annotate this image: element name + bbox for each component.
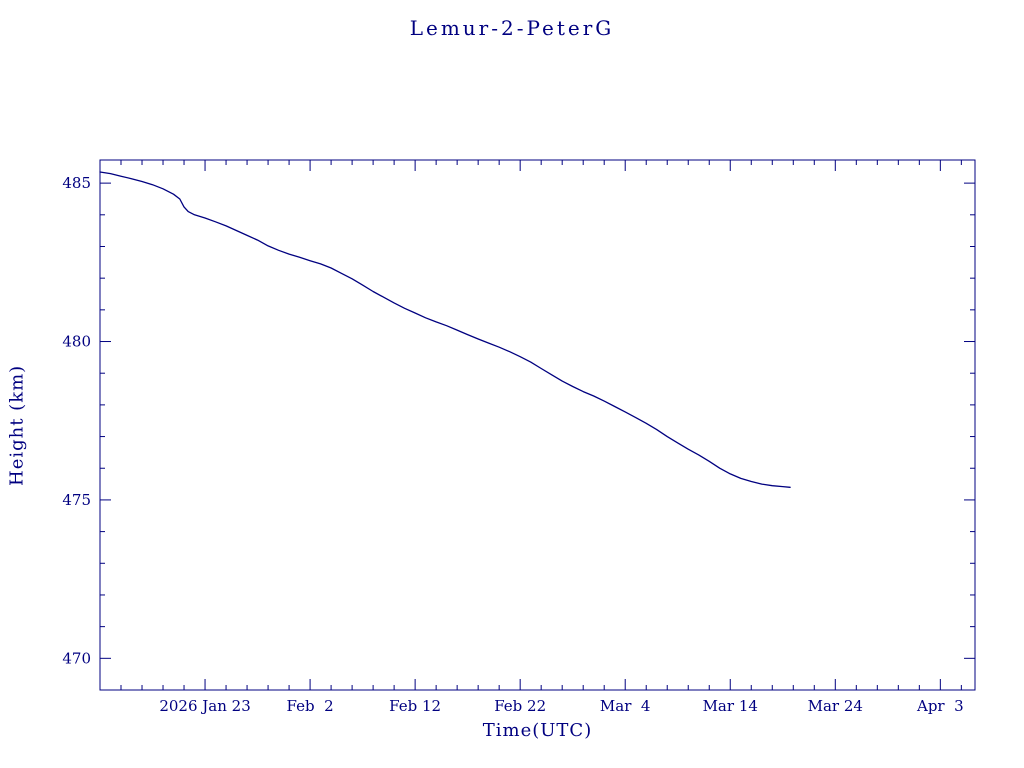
x-tick-label: Mar 24 bbox=[808, 697, 863, 715]
x-tick-label: Apr 3 bbox=[916, 697, 964, 715]
data-line bbox=[99, 171, 791, 488]
y-tick-label: 470 bbox=[62, 649, 91, 667]
x-tick-label: Mar 4 bbox=[600, 697, 651, 715]
x-tick-label: Feb 12 bbox=[389, 697, 441, 715]
x-tick-label: Feb 22 bbox=[494, 697, 546, 715]
y-tick-label: 485 bbox=[62, 174, 91, 192]
y-tick-label: 475 bbox=[62, 491, 91, 509]
x-tick-label: Feb 2 bbox=[287, 697, 334, 715]
chart-title: Lemur-2-PeterG bbox=[409, 16, 615, 40]
x-tick-label: 2026 Jan 23 bbox=[159, 697, 250, 715]
x-tick-label: Mar 14 bbox=[703, 697, 758, 715]
plot-frame bbox=[99, 159, 976, 691]
y-tick-label: 480 bbox=[62, 333, 91, 351]
x-axis-label: Time(UTC) bbox=[482, 720, 593, 741]
